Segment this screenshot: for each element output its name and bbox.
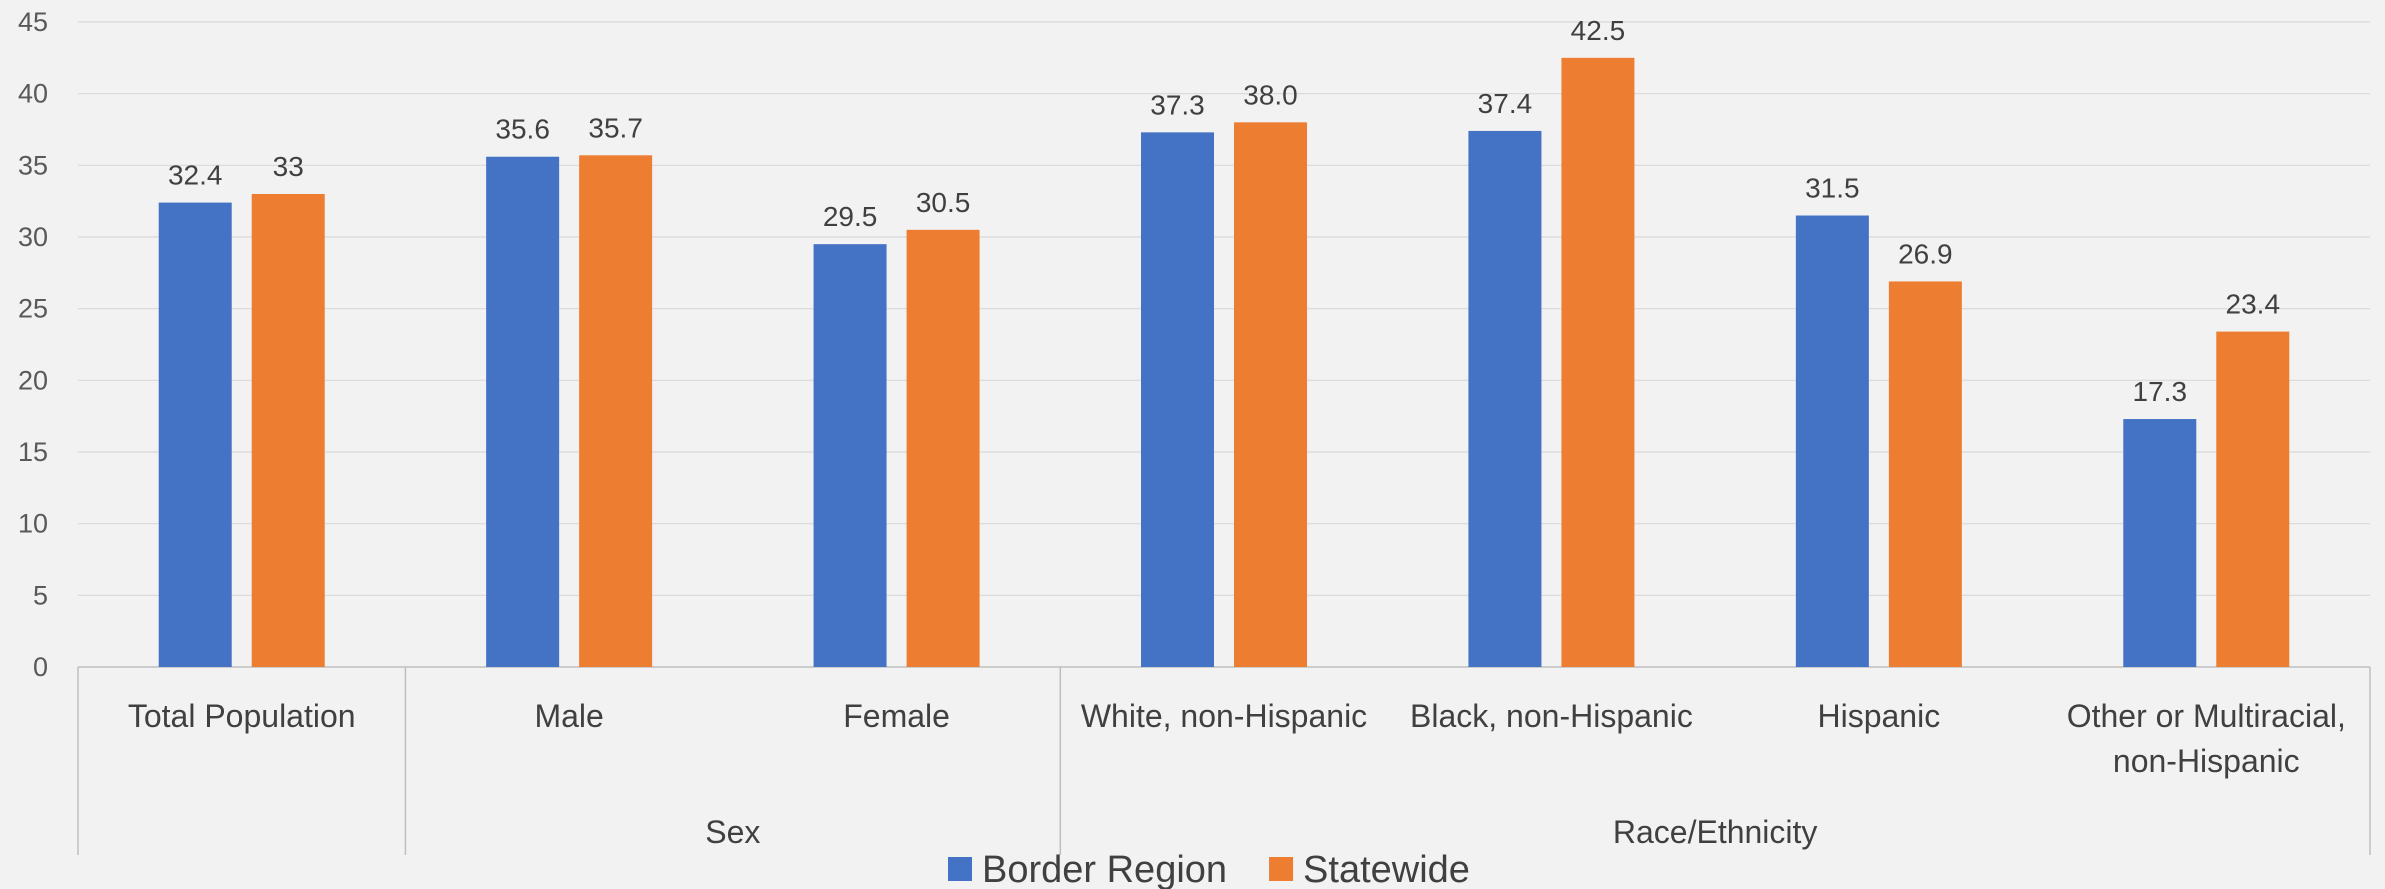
bar-statewide [579,155,653,668]
bar-border-region [1795,215,1869,667]
data-label: 29.5 [823,201,878,232]
category-label: Male [534,698,603,734]
y-axis: 0 5 10 15 20 25 30 35 40 45 [18,7,48,682]
y-tick-label: 40 [18,79,48,109]
bar-statewide [906,229,980,668]
bar-statewide [1234,122,1307,668]
bar-border-region [1141,132,1214,667]
category-label: Other or Multiracial, [2067,698,2346,734]
bar-border-region [1468,130,1542,667]
bar-border-region [486,156,560,667]
bar-border-region [813,244,887,667]
data-labels: 32.4 33 35.6 35.7 29.5 30.5 37.3 38.0 37.4 42.5 31… [168,15,2280,407]
category-label: Total Population [128,698,356,734]
group-label: Sex [705,814,760,850]
data-label: 31.5 [1805,173,1860,204]
legend-swatch-border-region [948,857,972,881]
y-tick-label: 10 [18,509,48,539]
data-label: 23.4 [2226,289,2281,320]
y-tick-label: 25 [18,294,48,324]
y-tick-label: 15 [18,437,48,467]
bar-border-region [2123,419,2197,667]
data-label: 17.3 [2133,376,2188,407]
group-label: Race/Ethnicity [1613,814,1818,850]
data-label: 38.0 [1243,79,1298,110]
data-label: 37.3 [1150,89,1205,120]
gridlines [78,21,2370,668]
bar-statewide [251,194,325,667]
y-tick-label: 30 [18,222,48,252]
data-label: 30.5 [916,187,971,218]
bar-statewide [1561,57,1635,668]
y-tick-label: 5 [33,580,48,610]
y-tick-label: 45 [18,7,48,37]
category-label: Hispanic [1817,698,1940,734]
data-label: 37.4 [1478,88,1533,119]
category-label: non-Hispanic [2113,743,2300,779]
y-tick-label: 20 [18,365,48,395]
legend: Border Region Statewide [948,849,1470,889]
legend-label: Border Region [982,849,1227,889]
category-label: Black, non-Hispanic [1410,698,1693,734]
category-label: Female [843,698,950,734]
bar-statewide [2216,331,2290,667]
bar-statewide [1888,281,1962,667]
bar-border-region [158,202,232,667]
legend-swatch-statewide [1269,857,1294,881]
bars [158,57,2290,668]
x-axis: Total Population Male Female White, non-His… [77,667,2371,855]
data-label: 35.6 [495,114,550,145]
data-label: 33 [273,151,304,182]
legend-label: Statewide [1303,849,1470,889]
data-label: 32.4 [168,160,223,191]
y-tick-label: 0 [33,652,48,682]
category-label: White, non-Hispanic [1081,698,1367,734]
data-label: 35.7 [588,112,643,143]
y-tick-label: 35 [18,150,48,180]
data-label: 42.5 [1571,15,1626,46]
data-label: 26.9 [1898,238,1953,269]
